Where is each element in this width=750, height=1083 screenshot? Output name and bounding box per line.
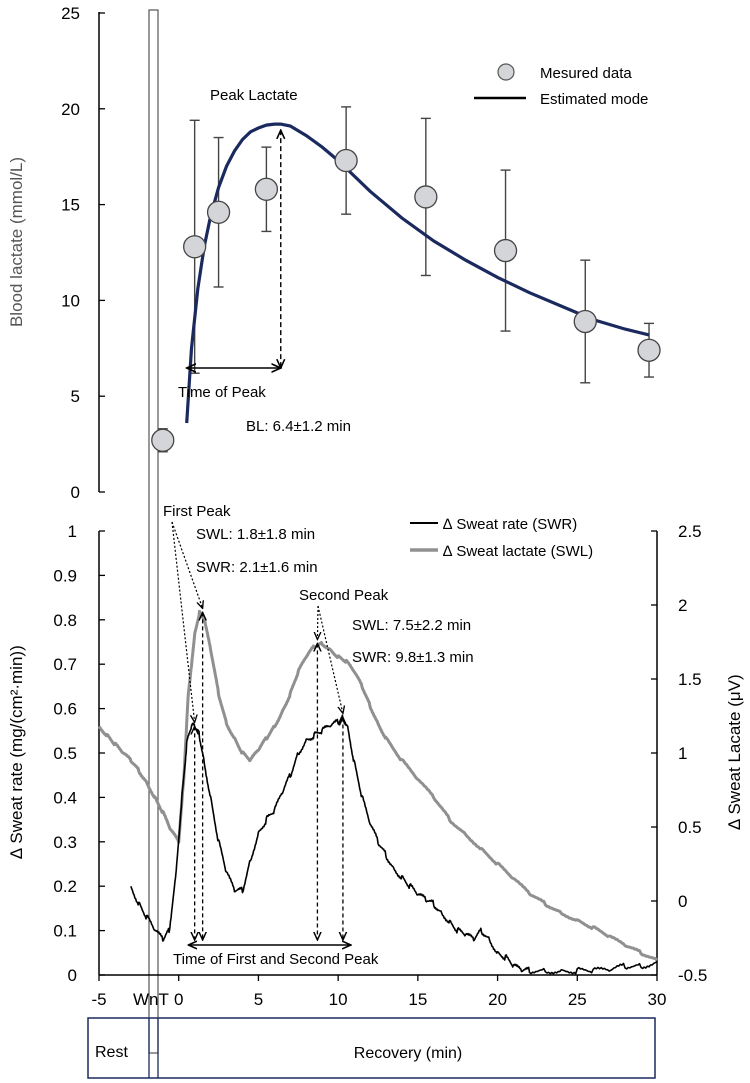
right-y-tick-label: 0.5 [678,818,702,837]
bl-value-label: BL: 6.4±1.2 min [246,418,351,435]
right-y-tick-label: -0.5 [678,966,707,985]
x-tick-label: 5 [254,990,263,1009]
swr-series-line [130,714,658,975]
rest-label: Rest [95,1044,128,1061]
left-y-tick-label: 0.8 [53,611,77,630]
swl-second-value: SWL: 7.5±2.2 min [352,617,471,634]
second-peak-pointer-swr [317,605,343,713]
bottom-legend: ∆ Sweat rate (SWR) ∆ Sweat lactate (SWL) [410,516,593,560]
left-y-tick-label: 0.6 [53,700,77,719]
x-tick-label: 20 [488,990,507,1009]
first-peak-pointer-swr [171,521,195,722]
left-y-tick-label: 0.1 [53,922,77,941]
first-peak-pointer-swl [171,521,203,608]
legend-measured-label: Mesured data [540,65,632,82]
swl-first-value: SWL: 1.8±1.8 min [196,526,315,543]
measured-point [151,428,175,452]
left-y-tick-label: 0.9 [53,566,77,585]
top-y-tick-label: 15 [61,196,80,215]
right-y-tick-label: 0 [678,892,687,911]
swr-first-value: SWR: 2.1±1.6 min [196,559,318,576]
measured-point [637,338,661,362]
top-y-tick-label: 0 [71,483,80,502]
bottom-annotations [171,521,351,945]
top-annotations: Peak Lactate Time of Peak BL: 6.4±1.2 min [178,87,351,435]
left-y-title: ∆ Sweat rate (mg/(cm²·min)) [7,645,26,858]
time-of-peak-label: Time of Peak [178,384,266,401]
wnt-label: WnT [133,990,169,1009]
left-y-tick-label: 0.5 [53,744,77,763]
right-y-tick-label: 1.5 [678,670,702,689]
swr-second-value: SWR: 9.8±1.3 min [352,649,474,666]
measured-point [334,148,358,173]
legend-model-label: Estimated mode [540,91,648,108]
time-first-second-label: Time of First and Second Peak [173,951,379,968]
measured-point [573,309,597,334]
x-tick-label: -5 [91,990,106,1009]
top-y-tick-label: 20 [61,100,80,119]
top-legend: Mesured data Estimated mode [474,63,648,108]
measured-point [183,235,207,259]
measured-point [206,200,231,224]
second-peak-label: Second Peak [299,587,389,604]
top-y-ticks: 0 5 10 15 20 25 [61,4,105,502]
x-tick-label: 30 [648,990,667,1009]
left-y-tick-label: 1 [68,522,77,541]
top-y-tick-label: 10 [61,291,80,310]
first-peak-label: First Peak [163,503,231,520]
right-y-tick-label: 2 [678,596,687,615]
x-tick-label: 15 [408,990,427,1009]
legend-measured-marker [497,63,515,81]
legend-swr-label: ∆ Sweat rate (SWR) [443,516,577,533]
x-tick-label: 0 [174,990,183,1009]
right-y-tick-label: 1 [678,744,687,763]
x-tick-label: 25 [568,990,587,1009]
top-y-tick-label: 25 [61,4,80,23]
left-y-tick-label: 0.3 [53,833,77,852]
swl-series-line [97,609,659,962]
left-y-tick-label: 0 [68,966,77,985]
bottom-ticks: 0 0.1 0.2 0.3 0.4 0.5 0.6 0.7 0.8 0.9 1 -0.5 0 0.5 1 1.… [53,522,707,1009]
top-y-tick-label: 5 [71,387,80,406]
right-y-tick-label: 2.5 [678,522,702,541]
peak-lactate-label: Peak Lactate [210,87,298,104]
right-y-title: ∆ Sweat Lacate (μV) [725,674,744,829]
top-y-title: Blood lactate (mmol/L) [7,157,26,327]
measured-point [493,238,518,263]
left-y-tick-label: 0.7 [53,655,77,674]
wnt-bar [148,9,159,1054]
measured-point [254,177,279,201]
estimated-model-line [185,122,650,424]
protocol-box [87,1017,656,1079]
left-y-tick-label: 0.2 [53,877,77,896]
recovery-label: Recovery (min) [354,1045,462,1062]
measured-point [414,185,438,209]
legend-swl-label: ∆ Sweat lactate (SWL) [443,543,593,560]
left-y-tick-label: 0.4 [53,788,77,807]
measured-markers [151,148,661,452]
x-tick-label: 10 [329,990,348,1009]
second-peak-pointer-swl [317,605,318,639]
